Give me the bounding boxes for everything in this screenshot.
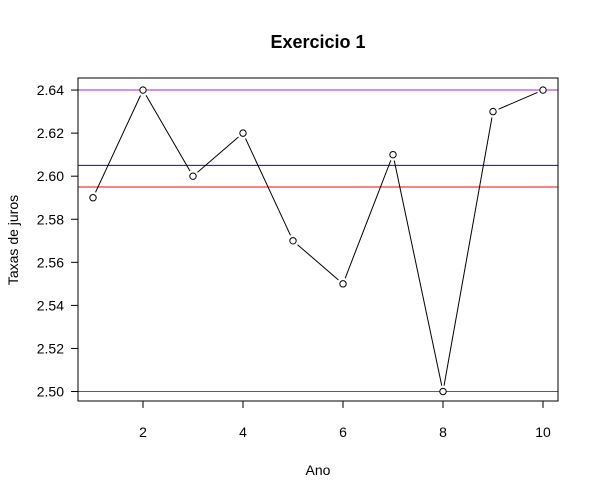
series-segment bbox=[245, 138, 291, 236]
x-axis-label: Ano bbox=[306, 462, 331, 478]
x-tick-label: 2 bbox=[139, 424, 147, 440]
plot-frame bbox=[77, 77, 559, 402]
series-segment bbox=[344, 160, 392, 279]
data-point bbox=[139, 86, 147, 94]
y-tick-label: 2.60 bbox=[37, 168, 64, 184]
x-tick-label: 10 bbox=[535, 424, 551, 440]
data-point bbox=[189, 172, 197, 180]
y-tick-label: 2.58 bbox=[37, 211, 64, 227]
data-point bbox=[89, 194, 97, 202]
chart-title: Exercicio 1 bbox=[270, 32, 365, 52]
y-tick-label: 2.56 bbox=[37, 254, 64, 270]
x-tick-label: 4 bbox=[239, 424, 247, 440]
series-segment bbox=[443, 117, 493, 386]
plot-area: 2 4 6 8 10 2.50 2.52 2.54 2.56 2.58 2.60 2.62 2.64 bbox=[37, 77, 559, 440]
data-point bbox=[339, 280, 347, 288]
y-tick-label: 2.52 bbox=[37, 340, 64, 356]
series-segment bbox=[498, 91, 538, 110]
data-point bbox=[489, 107, 497, 116]
series-segment bbox=[297, 244, 339, 281]
data-point bbox=[439, 387, 447, 396]
y-tick-label: 2.64 bbox=[37, 82, 64, 98]
x-tick-label: 8 bbox=[439, 424, 447, 440]
y-axis-label: Taxas de juros bbox=[5, 195, 21, 285]
series-segment bbox=[197, 136, 239, 173]
y-tick-label: 2.50 bbox=[37, 384, 64, 400]
data-point bbox=[239, 129, 247, 137]
data-point bbox=[389, 150, 397, 159]
x-tick-label: 6 bbox=[339, 424, 347, 440]
series-segment bbox=[393, 160, 443, 386]
y-tick-label: 2.54 bbox=[37, 297, 64, 313]
series-segment bbox=[145, 94, 191, 172]
data-point bbox=[289, 237, 297, 245]
series-segment bbox=[95, 95, 141, 193]
y-tick-label: 2.62 bbox=[37, 125, 64, 141]
data-point bbox=[539, 86, 547, 94]
